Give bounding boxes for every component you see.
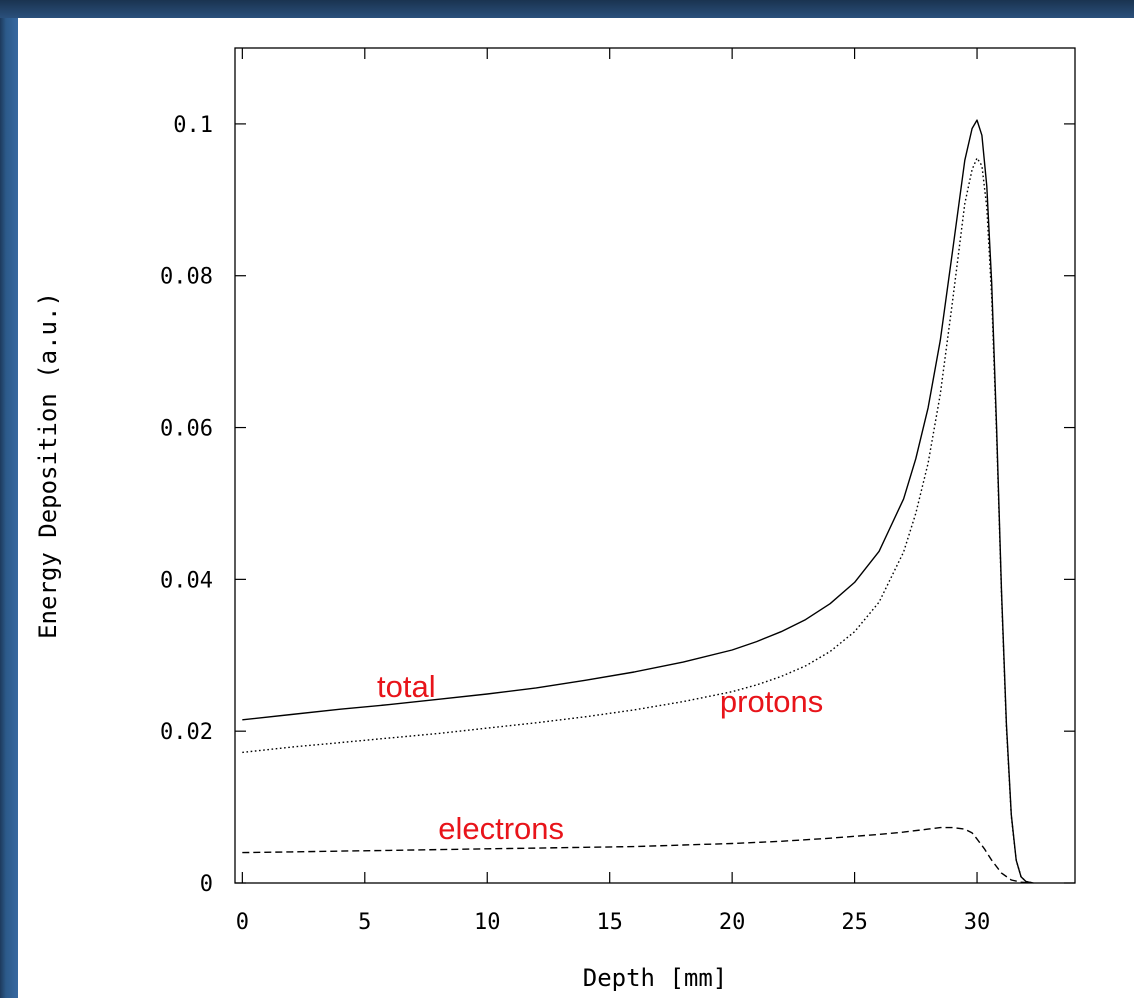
y-tick-label: 0.08 [160, 265, 213, 290]
series-line-total [242, 119, 1034, 884]
x-tick-label: 30 [964, 910, 991, 935]
energy-deposition-chart: 0 5 10 15 20 25 30 0 0.02 0.04 0.06 0.08 0.1 total p… [34, 47, 1076, 992]
x-tick-label: 5 [358, 910, 371, 935]
y-tick-label: 0.04 [160, 568, 213, 593]
series-label-total: total [377, 669, 436, 704]
axis-ticks [235, 48, 1075, 884]
y-axis-title: Energy Deposition (a.u.) [34, 292, 62, 639]
x-tick-labels: 0 5 10 15 20 25 30 [236, 910, 991, 935]
y-tick-label: 0.02 [160, 720, 213, 745]
plot-frame [234, 47, 1076, 884]
y-tick-label: 0.06 [160, 417, 213, 442]
y-tick-labels: 0 0.02 0.04 0.06 0.08 0.1 [160, 113, 213, 897]
series-line-protons [242, 157, 1034, 884]
y-tick-label: 0.1 [173, 113, 213, 138]
x-tick-label: 0 [236, 910, 249, 935]
series-lines [242, 119, 1034, 884]
plot-border [234, 47, 1076, 884]
x-tick-label: 10 [474, 910, 501, 935]
x-tick-label: 15 [596, 910, 623, 935]
series-label-protons: protons [720, 684, 823, 719]
series-label-electrons: electrons [438, 811, 564, 846]
y-tick-label: 0 [200, 872, 213, 897]
x-axis-title: Depth [mm] [583, 964, 728, 992]
x-tick-label: 25 [841, 910, 868, 935]
chart-panel: 0 5 10 15 20 25 30 0 0.02 0.04 0.06 0.08 0.1 total p… [18, 18, 1134, 998]
header-bar [0, 0, 1134, 18]
x-tick-label: 20 [719, 910, 746, 935]
series-annotations: total protons electrons [377, 669, 823, 846]
series-line-electrons [242, 826, 1031, 884]
